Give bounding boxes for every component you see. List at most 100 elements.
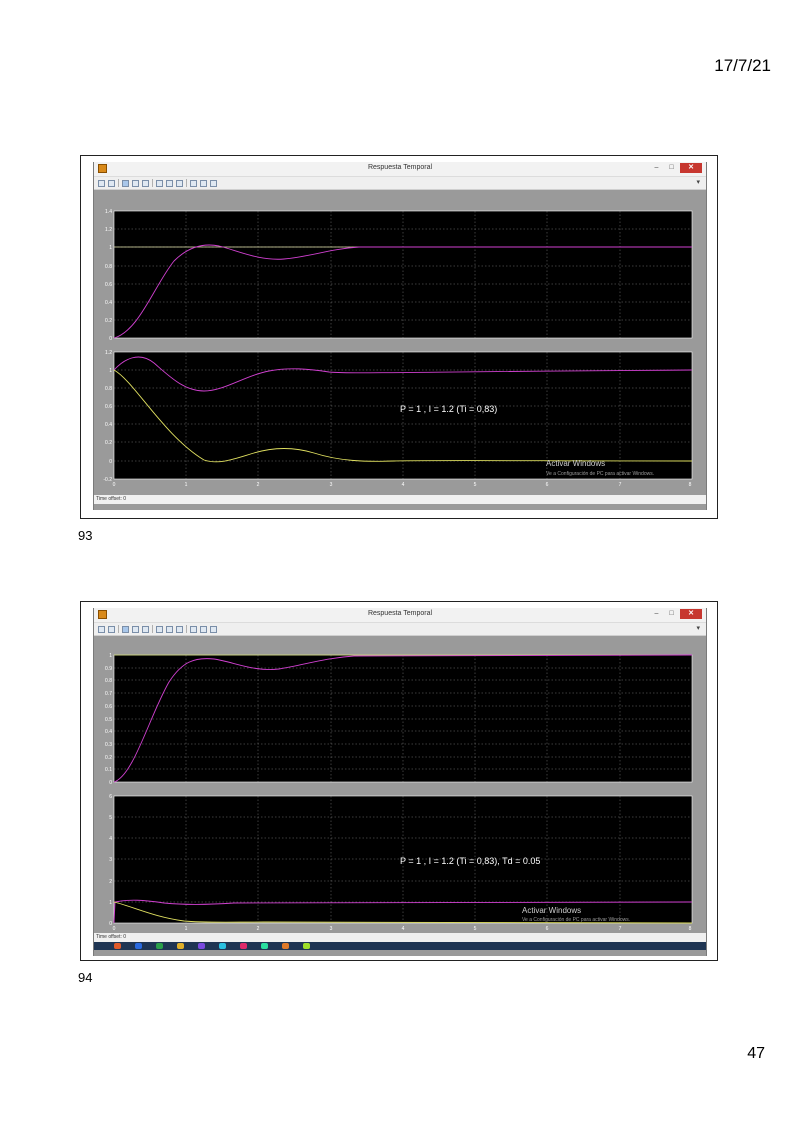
x-tick-label: 0 [113, 926, 116, 932]
x-tick-label: 3 [330, 926, 333, 932]
y-tick-label: 0.2 [105, 318, 112, 324]
restore-axes-icon[interactable] [176, 179, 183, 187]
status-bar: Time offset: 0 [94, 495, 706, 504]
y-tick-label: 0.5 [105, 717, 112, 723]
y-tick-label: 6 [109, 794, 112, 800]
parameters-icon[interactable] [108, 625, 115, 633]
tb-separator [118, 625, 119, 633]
x-tick-label: 3 [330, 482, 333, 488]
error-series [113, 369, 693, 463]
save-axes-icon[interactable] [166, 625, 173, 633]
taskbar-app-icon[interactable] [198, 943, 205, 949]
window-controls: – □ ✕ [650, 163, 702, 173]
parameters-icon[interactable] [108, 179, 115, 187]
maximize-button[interactable]: □ [669, 610, 674, 617]
taskbar-app-icon[interactable] [219, 943, 226, 949]
restore-axes-icon[interactable] [176, 625, 183, 633]
scope-window: Respuesta Temporal – □ ✕ ▾ [93, 608, 707, 956]
signal-selection-icon[interactable] [210, 179, 217, 187]
taskbar-app-icon[interactable] [282, 943, 289, 949]
y-tick-label: 0.2 [105, 755, 112, 761]
y-tick-label: 0.4 [105, 729, 112, 735]
autoscale-icon[interactable] [156, 179, 163, 187]
window-titlebar: Respuesta Temporal – □ ✕ [94, 162, 706, 177]
y-tick-label: 3 [109, 857, 112, 863]
windows-taskbar [94, 942, 706, 950]
toolbar-caret-icon[interactable]: ▾ [696, 179, 700, 186]
window-title: Respuesta Temporal [367, 610, 433, 617]
taskbar-app-icon[interactable] [156, 943, 163, 949]
window-controls: – □ ✕ [650, 609, 702, 619]
x-tick-label: 1 [185, 926, 188, 932]
x-tick-label: 0 [113, 482, 116, 488]
print-icon[interactable] [98, 625, 105, 633]
tb-separator [186, 179, 187, 187]
plot-annotation: P = 1 , I = 1.2 (Ti = 0,83), Td = 0.05 [400, 856, 540, 866]
close-button[interactable]: ✕ [680, 163, 702, 173]
y-tick-label: 1.2 [105, 350, 112, 356]
y-tick-label: -0.2 [103, 477, 112, 483]
watermark-title: Activar Windows [522, 906, 581, 915]
slide-number: 93 [78, 528, 93, 543]
x-tick-label: 4 [402, 482, 405, 488]
floating-scope-icon[interactable] [190, 179, 197, 187]
taskbar-app-icon[interactable] [135, 943, 142, 949]
error-series [113, 901, 693, 924]
zoom-x-icon[interactable] [132, 625, 139, 633]
y-tick-label: 5 [109, 815, 112, 821]
tb-separator [186, 625, 187, 633]
y-tick-label: 0.8 [105, 386, 112, 392]
y-tick-label: 0 [109, 921, 112, 927]
minimize-button[interactable]: – [654, 164, 659, 171]
app-icon [98, 610, 107, 619]
y-tick-label: 0.8 [105, 678, 112, 684]
plot-area: 1.4 1.2 1 0.8 0.6 0.4 0.2 0 [94, 191, 706, 495]
x-tick-label: 5 [474, 482, 477, 488]
y-tick-label: 2 [109, 879, 112, 885]
toolbar-caret-icon[interactable]: ▾ [696, 625, 700, 632]
y-tick-label: 0.6 [105, 404, 112, 410]
taskbar-app-icon[interactable] [303, 943, 310, 949]
zoom-x-icon[interactable] [132, 179, 139, 187]
taskbar-app-icon[interactable] [240, 943, 247, 949]
save-axes-icon[interactable] [166, 179, 173, 187]
zoom-icon[interactable] [122, 179, 129, 187]
y-tick-label: 0.9 [105, 666, 112, 672]
taskbar-app-icon[interactable] [261, 943, 268, 949]
taskbar-app-icon[interactable] [114, 943, 121, 949]
close-button[interactable]: ✕ [680, 609, 702, 619]
y-tick-label: 1 [109, 900, 112, 906]
y-tick-label: 4 [109, 836, 112, 842]
zoom-icon[interactable] [122, 625, 129, 633]
slide-frame-94: Respuesta Temporal – □ ✕ ▾ [80, 601, 718, 961]
zoom-y-icon[interactable] [142, 179, 149, 187]
scope-plot-93: 1.4 1.2 1 0.8 0.6 0.4 0.2 0 [94, 191, 706, 495]
floating-scope-icon[interactable] [190, 625, 197, 633]
y-tick-label: 0.7 [105, 691, 112, 697]
print-icon[interactable] [98, 179, 105, 187]
minimize-button[interactable]: – [654, 610, 659, 617]
y-tick-label: 0.3 [105, 742, 112, 748]
y-tick-label: 1 [109, 653, 112, 659]
lock-icon[interactable] [200, 179, 207, 187]
plot-area: 1 0.9 0.8 0.7 0.6 0.5 0.4 0.3 0.2 0.1 0 [94, 637, 706, 933]
y-tick-label: 0.4 [105, 422, 112, 428]
lock-icon[interactable] [200, 625, 207, 633]
zoom-y-icon[interactable] [142, 625, 149, 633]
scope-toolbar: ▾ [94, 177, 706, 190]
y-tick-label: 0.8 [105, 264, 112, 270]
tb-separator [152, 625, 153, 633]
y-tick-label: 0.2 [105, 440, 112, 446]
x-tick-label: 5 [474, 926, 477, 932]
signal-selection-icon[interactable] [210, 625, 217, 633]
output-series [113, 356, 693, 392]
y-tick-label: 0.4 [105, 300, 112, 306]
maximize-button[interactable]: □ [669, 164, 674, 171]
watermark-title: Activar Windows [546, 459, 605, 468]
taskbar-app-icon[interactable] [177, 943, 184, 949]
x-tick-label: 2 [257, 926, 260, 932]
autoscale-icon[interactable] [156, 625, 163, 633]
tb-separator [118, 179, 119, 187]
app-icon [98, 164, 107, 173]
scope-toolbar: ▾ [94, 623, 706, 636]
